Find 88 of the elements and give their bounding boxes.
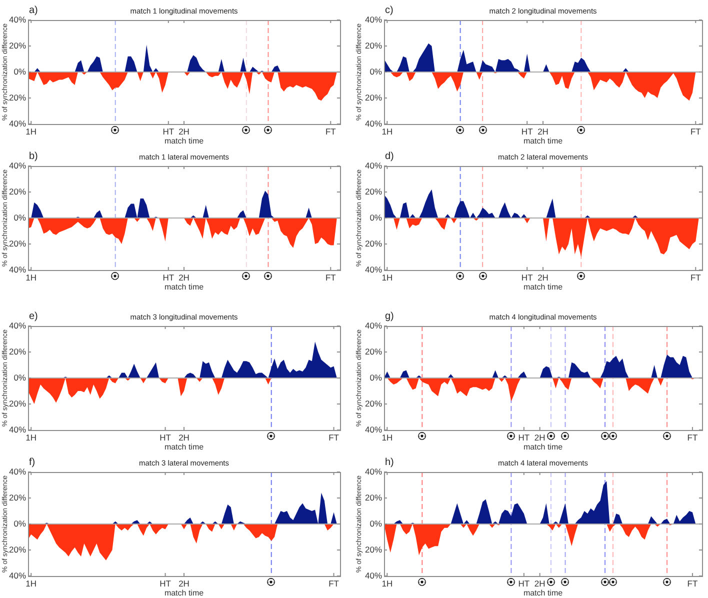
y-tick-label: 40%	[8, 160, 26, 170]
x-tick-label: HT	[162, 272, 174, 282]
y-tick-label: 40%	[364, 320, 382, 330]
x-tick-label: 1H	[26, 126, 37, 136]
x-tick-label: 1H	[26, 432, 37, 442]
y-tick-label: 20%	[364, 92, 382, 102]
y-tick-label: 20%	[8, 92, 26, 102]
y-tick-label: 20%	[364, 492, 382, 502]
y-tick-label: 40%	[364, 264, 382, 274]
y-tick-label: 20%	[364, 398, 382, 408]
y-tick-label: 40%	[364, 160, 382, 170]
x-tick-label: HT	[160, 432, 171, 442]
y-tick-label: 20%	[8, 544, 26, 554]
x-axis-title: match time	[523, 442, 564, 452]
y-tick-label: 40%	[364, 424, 382, 434]
y-tick-label: 20%	[8, 40, 26, 50]
y-tick-label: 0%	[14, 372, 26, 382]
y-tick-label: 0%	[14, 518, 26, 528]
x-axis-title: match time	[523, 588, 564, 598]
y-tick-label: 40%	[8, 570, 26, 580]
x-tick-label: 2H	[534, 432, 546, 442]
x-tick-label: 2H	[534, 578, 546, 588]
x-tick-label: 2H	[538, 126, 548, 136]
y-tick-label: 0%	[370, 372, 382, 382]
y-tick-label: 20%	[364, 544, 382, 554]
y-tick-label: 20%	[8, 238, 26, 248]
y-tick-label: 20%	[8, 492, 26, 502]
x-tick-label: 1H	[382, 578, 393, 588]
x-tick-label: HT	[160, 578, 171, 588]
y-tick-label: 40%	[364, 466, 382, 476]
y-tick-label: 40%	[364, 570, 382, 580]
text: f)	[29, 456, 36, 468]
x-tick-label: HT	[518, 432, 530, 442]
y-tick-label: 20%	[364, 238, 382, 248]
x-tick-label: FT	[328, 578, 339, 588]
x-axis-title: match time	[164, 442, 204, 452]
x-tick-label: 1H	[382, 126, 393, 136]
x-tick-label: 2H	[178, 272, 190, 282]
x-tick-label: 1H	[382, 432, 393, 442]
x-tick-label: 1H	[26, 578, 37, 588]
text: e)	[29, 310, 38, 322]
x-tick-label: FT	[325, 272, 336, 282]
y-tick-label: 0%	[370, 518, 382, 528]
x-axis-title: match time	[523, 136, 564, 146]
x-tick-label: FT	[690, 272, 701, 282]
y-tick-label: 0%	[370, 212, 382, 222]
text: a)	[29, 4, 38, 16]
y-tick-label: 40%	[8, 466, 26, 476]
y-tick-label: 20%	[8, 186, 26, 196]
y-tick-label: 20%	[8, 346, 26, 356]
x-tick-label: HT	[518, 578, 530, 588]
y-tick-label: 40%	[364, 118, 382, 128]
y-tick-label: 40%	[8, 424, 26, 434]
y-tick-label: 20%	[364, 346, 382, 356]
text: h)	[385, 456, 394, 468]
x-tick-label: FT	[328, 432, 339, 442]
y-tick-label: 40%	[8, 264, 26, 274]
x-axis-title: match time	[523, 282, 564, 292]
y-tick-label: 40%	[8, 118, 26, 128]
x-tick-label: FT	[687, 432, 698, 442]
x-tick-label: 2H	[178, 578, 190, 588]
y-tick-label: 20%	[8, 398, 26, 408]
x-tick-label: FT	[687, 578, 698, 588]
x-tick-label: HT	[521, 126, 533, 136]
y-tick-label: 20%	[364, 186, 382, 196]
x-tick-label: FT	[690, 126, 701, 136]
y-tick-label: 0%	[14, 66, 26, 76]
y-tick-label: 40%	[8, 320, 26, 330]
x-tick-label: 2H	[178, 432, 190, 442]
x-tick-label: HT	[162, 126, 174, 136]
text: g)	[385, 310, 394, 322]
y-tick-label: 20%	[364, 40, 382, 50]
x-tick-label: 1H	[26, 272, 37, 282]
text: b)	[29, 150, 38, 162]
x-axis-title: match time	[164, 136, 204, 146]
text: d)	[385, 150, 394, 162]
y-tick-label: 0%	[14, 212, 26, 222]
text: c)	[385, 4, 394, 16]
x-tick-label: 2H	[178, 126, 190, 136]
x-tick-label: FT	[325, 126, 336, 136]
x-tick-label: 1H	[382, 272, 393, 282]
y-tick-label: 0%	[370, 66, 382, 76]
y-tick-label: 40%	[364, 14, 382, 24]
x-tick-label: HT	[521, 272, 533, 282]
y-tick-label: 40%	[8, 14, 26, 24]
x-axis-title: match time	[164, 282, 204, 292]
x-tick-label: 2H	[538, 272, 548, 282]
x-axis-title: match time	[164, 588, 204, 598]
